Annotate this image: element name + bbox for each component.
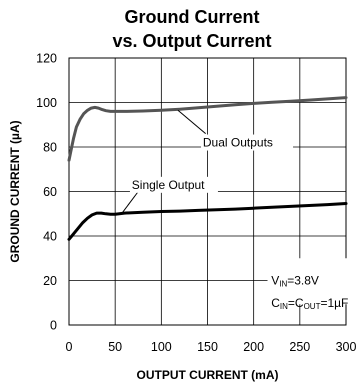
conditions-box-bg [267, 258, 353, 305]
single-output-label: Single Output [132, 178, 205, 192]
y-tick-label-0: 0 [50, 319, 57, 333]
x-ticks: 0 50 100 150 200 250 300 [66, 340, 357, 354]
vin-rest: =3.8V [287, 274, 319, 288]
x-tick-label-100: 100 [151, 340, 172, 354]
vin-condition: VIN=3.8V [271, 274, 319, 289]
cin-rest: =1µF [320, 296, 348, 310]
x-tick-label-150: 150 [197, 340, 218, 354]
cout-sub: OUT [304, 302, 321, 311]
x-tick-label-200: 200 [243, 340, 264, 354]
cin-eq: =C [288, 296, 304, 310]
y-ticks: 0 20 40 60 80 100 120 [36, 52, 57, 333]
dual-outputs-label: Dual Outputs [203, 136, 273, 150]
y-tick-label-20: 20 [43, 274, 57, 288]
x-tick-label-250: 250 [289, 340, 310, 354]
vin-sub: IN [279, 280, 287, 289]
plot-frame [68, 57, 347, 326]
series-line-single-output [67, 202, 348, 241]
chart-title-line1: Ground Current [124, 7, 260, 27]
y-axis-label: GROUND CURRENT (µA) [8, 120, 22, 262]
x-tick-label-300: 300 [336, 340, 357, 354]
dual-outputs-leader-line [177, 109, 206, 135]
series-line-dual-outputs [67, 96, 348, 162]
dual-outputs-label-bg [201, 134, 294, 151]
x-axis-label: OUTPUT CURRENT (mA) [137, 368, 279, 382]
y-tick-label-120: 120 [36, 52, 57, 66]
cin-main: C [271, 296, 280, 310]
x-tick-label-50: 50 [108, 340, 122, 354]
cin-sub: IN [280, 302, 288, 311]
cin-cout-condition: CIN=COUT=1µF [271, 296, 348, 311]
y-tick-label-80: 80 [43, 141, 57, 155]
chart-title-line2: vs. Output Current [112, 31, 272, 51]
y-tick-label-100: 100 [36, 96, 57, 110]
single-output-label-bg [129, 176, 218, 193]
y-tick-label-60: 60 [43, 185, 57, 199]
single-output-leader-line [122, 191, 139, 213]
series-group [67, 96, 348, 241]
x-tick-label-0: 0 [66, 340, 73, 354]
y-tick-label-40: 40 [43, 230, 57, 244]
vin-main: V [271, 274, 279, 288]
